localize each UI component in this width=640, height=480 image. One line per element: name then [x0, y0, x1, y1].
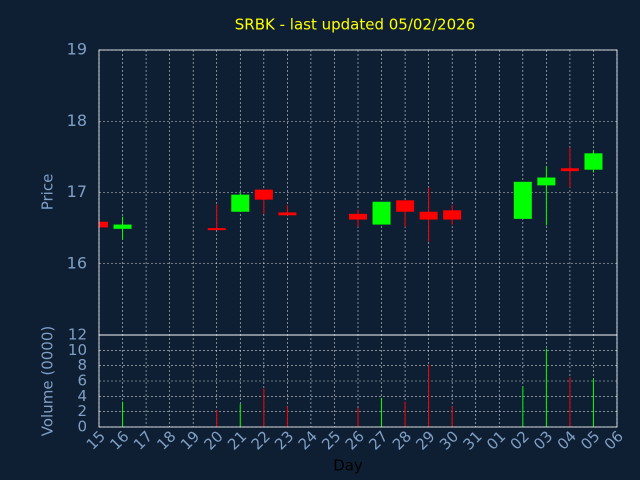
- y-tick-label: 17: [67, 182, 87, 201]
- chart-title: SRBK - last updated 05/02/2026: [235, 16, 475, 34]
- y-tick-label: 19: [67, 40, 87, 59]
- candles: [99, 147, 603, 427]
- candle-body: [537, 177, 556, 186]
- candle-body: [99, 221, 108, 228]
- candle-body: [419, 211, 438, 220]
- y2-tick-label: 6: [77, 372, 87, 390]
- volume-frame: [98, 334, 618, 428]
- candle-body: [372, 201, 391, 225]
- candle-body: [278, 212, 297, 216]
- x-axis-label: Day: [333, 457, 363, 475]
- y2-tick-label: 0: [77, 418, 87, 436]
- y2-axis-label: Volume (0000): [39, 326, 57, 436]
- y2-tick-label: 12: [68, 326, 87, 344]
- y-axis-label: Price: [39, 174, 57, 211]
- y-tick-label: 18: [67, 111, 87, 130]
- y-tick-label: 16: [67, 253, 87, 272]
- candle-body: [560, 168, 579, 172]
- candle-body: [396, 200, 415, 212]
- candle-body: [231, 194, 250, 212]
- y2-tick-label: 2: [77, 402, 87, 420]
- candle-body: [207, 228, 226, 231]
- y2-tick-label: 4: [77, 387, 87, 405]
- candle-body: [443, 210, 462, 220]
- candle-body: [113, 224, 132, 229]
- candle-body: [513, 181, 532, 219]
- candle-body: [584, 153, 603, 170]
- candle-body: [349, 213, 367, 220]
- y2-tick-label: 10: [68, 341, 87, 359]
- candle-body: [254, 189, 273, 200]
- y2-tick-label: 8: [77, 356, 87, 374]
